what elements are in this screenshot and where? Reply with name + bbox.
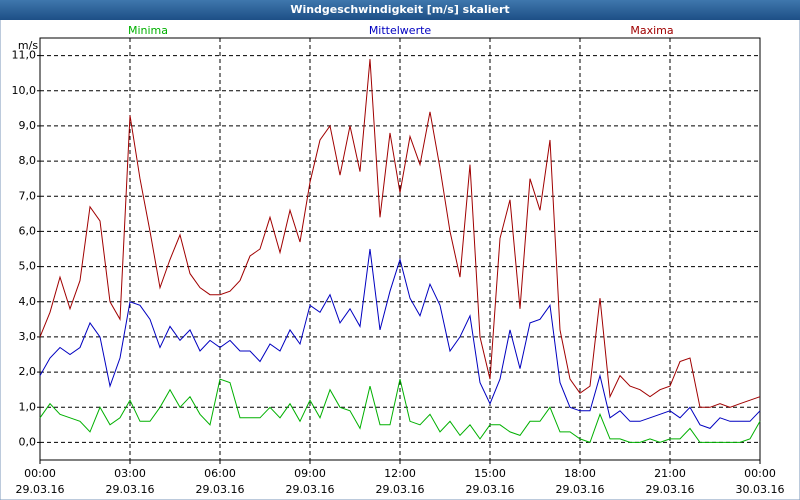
chart-title: Windgeschwindigkeit [m/s] skaliert bbox=[290, 3, 509, 16]
x-tick-label: 29.03.16 bbox=[556, 483, 605, 496]
x-tick-label: 29.03.16 bbox=[466, 483, 515, 496]
title-bar bbox=[0, 0, 800, 20]
x-tick-label: 29.03.16 bbox=[196, 483, 245, 496]
y-tick-label: 5,0 bbox=[19, 260, 37, 273]
legend-label: Maxima bbox=[630, 24, 673, 37]
y-tick-label: 10,0 bbox=[12, 84, 37, 97]
y-tick-label: 3,0 bbox=[19, 330, 37, 343]
series-line bbox=[39, 248, 761, 429]
y-axis-unit: m/s bbox=[18, 39, 38, 52]
x-tick-label: 18:00 bbox=[564, 467, 596, 480]
x-tick-label: 00:00 bbox=[744, 467, 776, 480]
y-tick-label: 4,0 bbox=[19, 295, 37, 308]
y-tick-label: 9,0 bbox=[19, 119, 37, 132]
series-line bbox=[39, 59, 761, 408]
y-tick-label: 0,0 bbox=[19, 435, 37, 448]
x-tick-label: 29.03.16 bbox=[286, 483, 335, 496]
x-tick-label: 29.03.16 bbox=[16, 483, 65, 496]
x-tick-label: 09:00 bbox=[294, 467, 326, 480]
series-line bbox=[39, 378, 761, 444]
y-tick-label: 8,0 bbox=[19, 154, 37, 167]
y-tick-label: 2,0 bbox=[19, 365, 37, 378]
x-tick-label: 00:00 bbox=[24, 467, 56, 480]
legend-label: Minima bbox=[128, 24, 168, 37]
y-tick-label: 11,0 bbox=[12, 49, 37, 62]
y-tick-label: 6,0 bbox=[19, 224, 37, 237]
x-tick-label: 21:00 bbox=[654, 467, 686, 480]
x-tick-label: 06:00 bbox=[204, 467, 236, 480]
x-tick-label: 15:00 bbox=[474, 467, 506, 480]
x-tick-label: 29.03.16 bbox=[106, 483, 155, 496]
legend-label: Mittelwerte bbox=[369, 24, 432, 37]
y-tick-label: 1,0 bbox=[19, 400, 37, 413]
x-tick-label: 03:00 bbox=[114, 467, 146, 480]
x-tick-label: 29.03.16 bbox=[646, 483, 695, 496]
x-tick-label: 12:00 bbox=[384, 467, 416, 480]
x-tick-label: 29.03.16 bbox=[376, 483, 425, 496]
x-tick-label: 30.03.16 bbox=[736, 483, 785, 496]
y-tick-label: 7,0 bbox=[19, 189, 37, 202]
